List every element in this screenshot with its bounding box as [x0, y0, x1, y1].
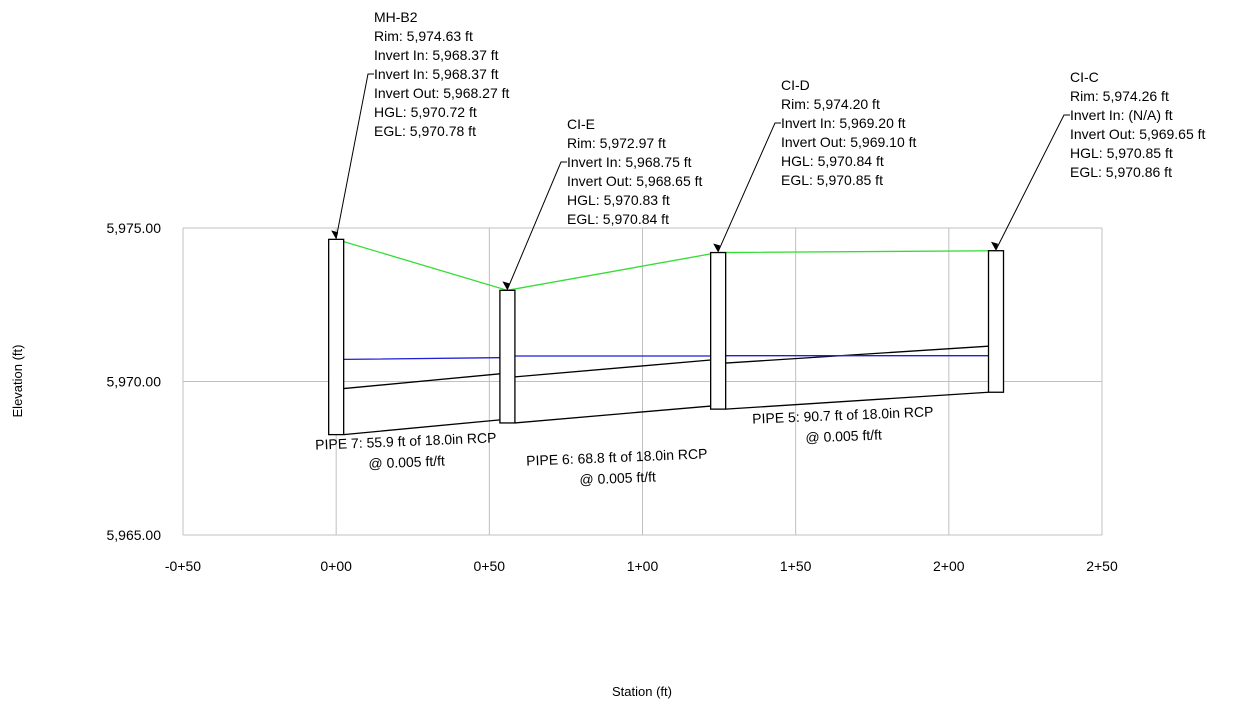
pipe-crown-line	[725, 345, 989, 364]
structure-annotation-line: CI-E	[567, 116, 595, 132]
structure-annotation-line: EGL: 5,970.85 ft	[781, 172, 883, 188]
pipe-label-line: @ 0.005 ft/ft	[368, 452, 445, 471]
structure-annotation-line: Invert Out: 5,968.65 ft	[567, 173, 703, 189]
pipe-label: PIPE 6: 68.8 ft of 18.0in RCP@ 0.005 ft/…	[526, 445, 708, 487]
x-tick-label: 1+50	[780, 558, 812, 574]
structure-annotation-line: HGL: 5,970.83 ft	[567, 192, 670, 208]
structure-annotation-line: CI-D	[781, 77, 810, 93]
pipe-label: PIPE 5: 90.7 ft of 18.0in RCP@ 0.005 ft/…	[752, 403, 934, 445]
structure-annotation-line: MH-B2	[374, 9, 418, 25]
y-tick-label: 5,965.00	[107, 527, 162, 543]
structure-box	[328, 238, 345, 436]
x-tick-label: 2+00	[933, 558, 965, 574]
y-tick-label: 5,975.00	[107, 220, 162, 236]
structure-box	[710, 251, 727, 410]
leader-arrowhead	[502, 281, 510, 291]
gridlines	[182, 227, 1103, 536]
x-tick-label: -0+50	[165, 558, 201, 574]
x-tick-label: 0+50	[474, 558, 506, 574]
annotation-leader	[995, 114, 1070, 250]
pipe-label-line: PIPE 7: 55.9 ft of 18.0in RCP	[315, 429, 497, 452]
structure-annotation-line: Invert Out: 5,968.27 ft	[374, 85, 510, 101]
annotations-layer: MH-B2 Rim: 5,974.63 ft Invert In: 5,968.37…	[331, 9, 1206, 291]
pipes-layer	[343, 345, 989, 436]
structure-annotation-line: HGL: 5,970.85 ft	[1070, 145, 1173, 161]
structure-box	[987, 250, 1005, 393]
pipe-label-line: PIPE 5: 90.7 ft of 18.0in RCP	[752, 403, 934, 426]
structure-annotation-line: Rim: 5,974.63 ft	[374, 28, 473, 44]
pipe-label-line: @ 0.005 ft/ft	[805, 426, 882, 445]
pipe-invert-line	[343, 419, 500, 436]
pipe-invert-line	[725, 391, 989, 410]
hgl-line	[336, 355, 997, 361]
rim-line	[335, 238, 997, 291]
structure-annotation-line: Rim: 5,972.97 ft	[567, 135, 666, 151]
pipe-label: PIPE 7: 55.9 ft of 18.0in RCP@ 0.005 ft/…	[315, 429, 497, 471]
pipe-label-line: PIPE 6: 68.8 ft of 18.0in RCP	[526, 445, 708, 468]
structures-layer	[328, 238, 1005, 436]
annotation-leader	[717, 122, 781, 252]
x-axis-title: Station (ft)	[612, 684, 672, 699]
structure-annotation-line: Invert In: 5,968.37 ft	[374, 66, 499, 82]
structure-annotation-line: Invert Out: 5,969.65 ft	[1070, 126, 1206, 142]
structure-annotation-line: HGL: 5,970.72 ft	[374, 104, 477, 120]
structure-annotation-line: Invert In: 5,969.20 ft	[781, 115, 906, 131]
leader-arrowhead	[713, 243, 721, 253]
annotation-leader	[506, 161, 567, 290]
annotation-leader	[335, 73, 374, 239]
structure-annotation-line: Invert Out: 5,969.10 ft	[781, 134, 917, 150]
structure-annotation-line: Invert In: 5,968.37 ft	[374, 47, 499, 63]
structure-annotation-line: EGL: 5,970.86 ft	[1070, 164, 1172, 180]
y-axis-title: Elevation (ft)	[10, 345, 25, 418]
x-tick-label: 0+00	[320, 558, 352, 574]
pipe-labels-layer: PIPE 7: 55.9 ft of 18.0in RCP@ 0.005 ft/…	[315, 403, 934, 487]
x-tick-label: 1+00	[627, 558, 659, 574]
pipe-label-line: @ 0.005 ft/ft	[579, 468, 656, 487]
structure-annotation-line: Invert In: (N/A) ft	[1070, 107, 1173, 123]
leader-arrowhead	[331, 230, 339, 240]
structure-box	[499, 289, 516, 424]
series-layer	[335, 238, 997, 361]
leader-arrowhead	[991, 241, 999, 251]
x-tick-label: 2+50	[1086, 558, 1118, 574]
structure-annotation-line: Rim: 5,974.26 ft	[1070, 88, 1169, 104]
ticks-layer: -0+50 0+00 0+50 1+00 1+50 2+00 2+50 5,965.00 5,9…	[107, 220, 1118, 574]
structure-annotation-line: EGL: 5,970.84 ft	[567, 211, 669, 227]
pipe-invert-line	[514, 405, 711, 424]
structure-annotation-line: HGL: 5,970.84 ft	[781, 153, 884, 169]
y-tick-label: 5,970.00	[107, 374, 162, 390]
pipe-crown-line	[343, 373, 500, 390]
structure-annotation-line: Invert In: 5,968.75 ft	[567, 154, 692, 170]
structure-annotation-line: Rim: 5,974.20 ft	[781, 96, 880, 112]
structure-annotation-line: EGL: 5,970.78 ft	[374, 123, 476, 139]
pipe-crown-line	[514, 359, 711, 378]
structure-annotation-line: CI-C	[1070, 69, 1099, 85]
